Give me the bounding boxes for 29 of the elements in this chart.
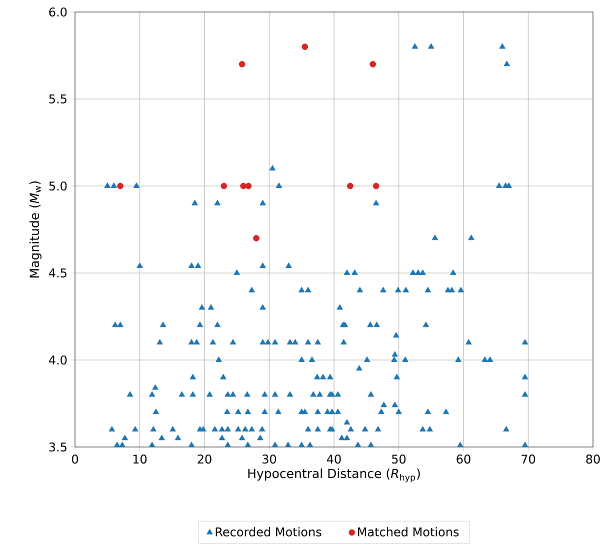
point [370, 61, 376, 68]
legend-label: Recorded Motions [216, 527, 322, 536]
point [302, 44, 308, 50]
y-axis-title: Magnitude (M$_{w}$) [29, 181, 42, 278]
point [346, 182, 354, 190]
x-tick-label: 20 [198, 454, 212, 464]
x-tick-label: 0 [72, 454, 78, 464]
x-tick-label: 50 [392, 454, 406, 464]
point [117, 182, 124, 190]
y-tick-label: 4.0 [48, 355, 67, 365]
y-tick-label: 5.5 [49, 94, 66, 104]
x-axis-title: Hypocentral Distance (R$_{hyp}$) [248, 468, 420, 482]
point [238, 61, 246, 68]
y-tick-label: 3.5 [49, 442, 66, 452]
y-tick-label: 6.0 [49, 7, 67, 17]
point [372, 182, 380, 190]
x-tick-label: 80 [586, 454, 600, 464]
y-tick-label: 4.5 [48, 268, 66, 278]
x-tick-label: 40 [326, 454, 341, 464]
point [245, 182, 252, 190]
x-tick-label: 70 [522, 454, 536, 464]
y-tick-label: 5.0 [49, 181, 67, 191]
point [240, 182, 247, 190]
legend-label: Matched Motions [358, 527, 459, 536]
x-tick-label: 30 [262, 454, 276, 464]
point [253, 235, 260, 242]
x-tick-label: 10 [133, 454, 147, 464]
x-tick-label: 60 [456, 454, 470, 464]
point [220, 182, 228, 190]
